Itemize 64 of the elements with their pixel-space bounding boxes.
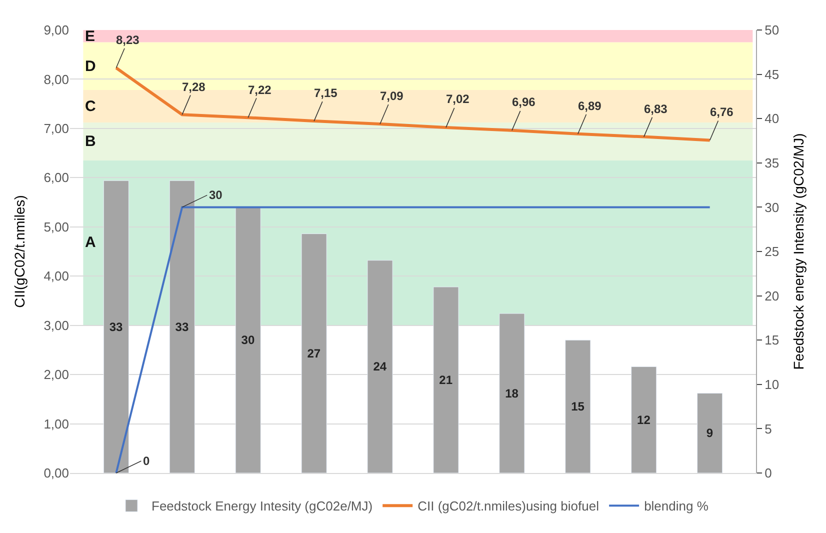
bar <box>499 313 525 473</box>
data-label: 6,96 <box>512 95 536 109</box>
data-label: 7,22 <box>248 83 272 97</box>
data-label: 0 <box>143 454 150 468</box>
y-tick-label: 7,00 <box>44 120 69 136</box>
bar <box>697 393 723 473</box>
y2-tick-label: 45 <box>764 66 780 82</box>
y2-tick-label: 35 <box>764 155 780 170</box>
data-label: 6,89 <box>578 99 602 113</box>
y-tick-label: 9,00 <box>44 22 69 38</box>
y-tick-label: 1,00 <box>44 416 69 432</box>
band-label: A <box>85 234 96 251</box>
data-label: 33 <box>175 320 189 334</box>
data-label: 7,02 <box>446 92 470 106</box>
data-label: 18 <box>505 386 519 400</box>
bar <box>301 234 327 473</box>
data-label: 21 <box>439 372 453 387</box>
legend-label: CII (gC02/t.nmiles)using biofuel <box>418 498 600 514</box>
y2-tick-label: 10 <box>764 376 780 392</box>
y-tick-label: 2,00 <box>44 367 69 382</box>
y-tick-label: 3,00 <box>44 318 69 333</box>
bar <box>169 180 195 473</box>
legend-label: Feedstock Energy Intesity (gC02e/MJ) <box>152 498 373 514</box>
bar <box>103 180 129 473</box>
y2-tick-label: 5 <box>764 421 772 436</box>
y-tick-label: 0,00 <box>44 466 69 481</box>
band-label: E <box>85 28 96 45</box>
data-label: 27 <box>307 346 321 360</box>
data-label: 7,09 <box>380 89 404 103</box>
bar <box>565 340 591 473</box>
y-tick-label: 8,00 <box>44 72 69 87</box>
y2-axis-title: Feedstock energy Intensity (gC02/MJ) <box>790 133 806 370</box>
data-label: 6,76 <box>710 105 734 119</box>
y2-tick-label: 50 <box>764 22 780 38</box>
bar <box>367 260 393 473</box>
data-label: 8,23 <box>116 33 140 47</box>
bar <box>433 286 459 473</box>
data-label: 12 <box>637 412 651 427</box>
band-label: B <box>85 133 96 150</box>
legend-label: blending % <box>644 498 709 514</box>
data-label: 30 <box>209 188 223 202</box>
data-label: 15 <box>571 400 585 414</box>
y2-tick-label: 15 <box>764 332 780 348</box>
data-label: 7,28 <box>182 80 206 94</box>
bar <box>631 366 657 473</box>
data-label: 24 <box>373 360 387 374</box>
bar <box>235 206 261 473</box>
data-label: 6,83 <box>644 102 668 116</box>
y2-tick-label: 0 <box>764 466 772 481</box>
line-series <box>114 66 712 142</box>
band-label: C <box>85 98 96 115</box>
y-axis-title: CII(gC02/t.nmiles) <box>11 195 28 308</box>
y2-tick-label: 25 <box>764 244 780 260</box>
y-tick-label: 4,00 <box>44 268 69 284</box>
data-label: 30 <box>241 333 255 348</box>
y-tick-label: 5,00 <box>44 219 69 234</box>
data-label: 33 <box>109 320 124 334</box>
y2-tick-label: 30 <box>764 200 780 215</box>
band-label: D <box>85 58 96 75</box>
data-label: 7,15 <box>314 86 338 100</box>
data-label: 9 <box>706 426 714 440</box>
y2-tick-label: 40 <box>764 111 780 126</box>
y2-tick-label: 20 <box>764 288 780 304</box>
y-tick-label: 6,00 <box>44 170 69 186</box>
